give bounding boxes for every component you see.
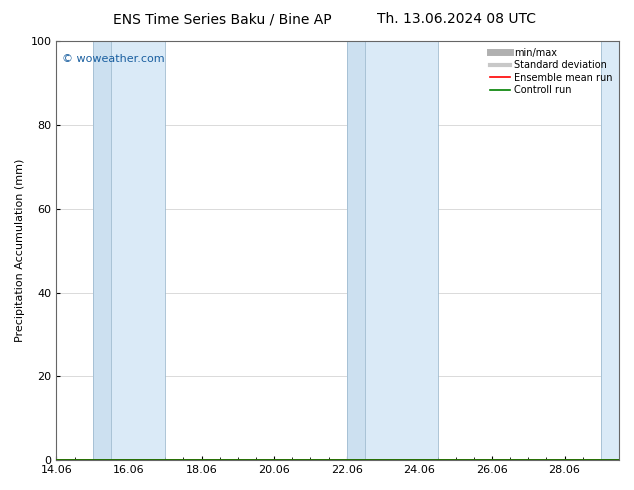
Bar (111, 41, 165, 460)
Bar (347, 41, 365, 460)
Bar (93, 41, 111, 460)
Bar (365, 41, 437, 460)
Text: Th. 13.06.2024 08 UTC: Th. 13.06.2024 08 UTC (377, 12, 536, 26)
Text: ENS Time Series Baku / Bine AP: ENS Time Series Baku / Bine AP (113, 12, 331, 26)
Y-axis label: Precipitation Accumulation (mm): Precipitation Accumulation (mm) (15, 159, 25, 343)
Legend: min/max, Standard deviation, Ensemble mean run, Controll run: min/max, Standard deviation, Ensemble me… (486, 44, 616, 99)
Bar (601, 41, 619, 460)
Text: © woweather.com: © woweather.com (62, 53, 165, 64)
